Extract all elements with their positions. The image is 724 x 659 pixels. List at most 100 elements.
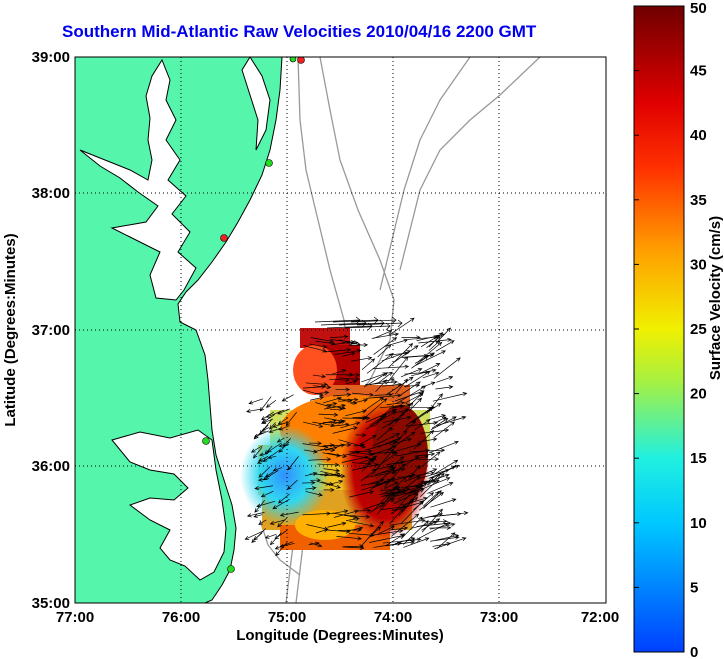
velocity-arrow [421,518,441,531]
velocity-arrow [259,419,272,435]
velocity-arrow [268,428,281,434]
velocity-arrow [411,355,429,369]
velocity-arrow [403,468,438,483]
velocity-arrow [333,509,359,518]
velocity-arrow [305,486,317,491]
velocity-arrow [323,468,341,473]
station-marker [265,159,273,167]
velocity-arrow [314,390,330,395]
colorbar-tick-label: 45 [690,63,707,80]
velocity-arrow [323,442,352,448]
velocity-arrow [330,407,344,412]
velocity-arrow [258,519,267,525]
velocity-arrow [258,466,271,478]
station-marker [227,565,235,573]
y-tick-label: 36:00 [32,458,70,475]
velocity-arrow [344,514,371,519]
colorbar-tick-label: 10 [690,515,707,532]
station-marker [289,57,297,63]
x-tick-label: 76:00 [162,609,200,626]
velocity-arrow [426,336,441,348]
velocity-arrow [433,421,455,438]
velocity-arrow [426,393,443,414]
velocity-arrow [403,537,430,548]
velocity-arrow [361,455,378,470]
velocity-arrow [327,521,347,528]
velocity-arrow [334,348,362,355]
velocity-arrow [408,397,423,412]
velocity-arrow [342,341,355,346]
velocity-arrow [418,451,441,470]
velocity-arrow [251,528,266,544]
velocity-arrow [365,440,398,451]
velocity-arrow [322,443,335,448]
velocity-arrow [363,372,389,388]
velocity-arrow [352,463,379,471]
x-tick-label: 72:00 [581,609,619,626]
velocity-arrow [365,410,397,430]
velocity-arrow [404,393,424,404]
velocity-arrow [309,395,325,401]
velocity-arrow [272,498,290,510]
map-frame [74,56,607,604]
velocity-arrow [335,387,351,392]
y-axis: 39:00 38:00 37:00 36:00 35:00 Latitude (… [2,49,70,612]
velocity-arrow [435,340,455,352]
velocity-arrow [318,481,341,489]
velocity-arrow [274,529,288,540]
velocity-arrow [329,377,350,383]
velocity-arrow [332,316,379,325]
velocity-arrow [374,392,393,397]
velocity-arrow [405,537,422,542]
velocity-arrow [386,376,414,395]
velocity-arrow [259,452,268,457]
velocity-arrow [391,500,425,512]
velocity-arrow [336,536,362,541]
velocity-arrow [260,490,274,498]
velocity-arrow [408,448,446,453]
x-tick-label: 74:00 [374,609,412,626]
velocity-arrow [302,389,324,397]
velocity-arrow [416,476,434,492]
velocity-arrow [264,534,277,539]
velocity-arrow [254,500,265,513]
velocity-arrow [265,409,285,418]
velocity-arrow [274,541,293,550]
velocity-arrow [340,421,361,429]
velocity-arrow [346,379,358,385]
velocity-arrow [420,472,445,498]
velocity-arrow [267,442,282,453]
velocity-arrow [351,461,372,466]
velocity-arrow [395,402,414,424]
velocity-arrow [414,419,431,431]
velocity-arrow [308,457,332,462]
colorbar-tick-label: 25 [690,321,707,338]
velocity-arrow [436,532,456,549]
velocity-arrow [371,415,385,428]
velocity-arrow [324,347,352,353]
velocity-arrow [391,513,420,537]
velocity-arrow [400,381,421,395]
velocity-arrow [362,398,388,420]
velocity-arrow [248,398,264,405]
velocity-arrow [268,422,276,430]
velocity-arrow [325,443,346,451]
velocity-arrow [394,378,408,395]
velocity-arrow [404,420,417,432]
velocity-arrow [322,452,341,458]
colorbar-tick-label: 50 [690,0,707,17]
colorbar-tick-label: 20 [690,386,707,403]
velocity-arrow [327,452,347,458]
velocity-arrow [253,446,263,459]
velocity-arrow [272,421,289,428]
velocity-arrow [281,394,294,402]
velocity-arrow [329,405,347,410]
velocity-arrow [315,340,336,346]
velocity-arrow [370,445,397,456]
velocity-arrow [420,428,450,434]
velocity-arrow [286,479,298,490]
velocity-arrow [305,491,323,497]
velocity-arrow [361,358,376,370]
velocity-arrow [282,438,291,448]
velocity-arrow [392,476,407,490]
